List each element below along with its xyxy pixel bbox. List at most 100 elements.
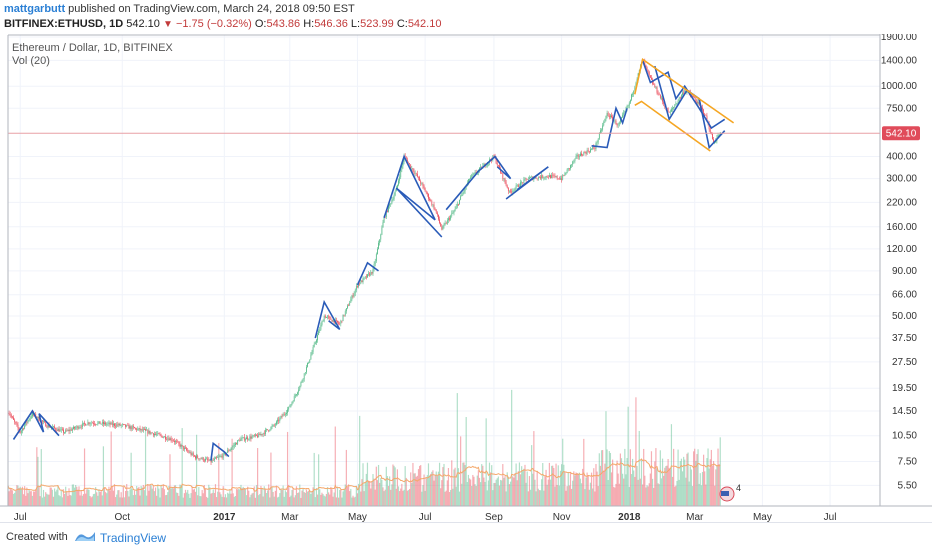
zigzag-line [356, 261, 379, 286]
candle [588, 151, 590, 153]
candle [200, 458, 202, 460]
volume-bar [131, 489, 133, 506]
candle [331, 319, 333, 322]
time-axis[interactable]: Jul Oct 2017 Mar May Jul Sep Nov 2018 Mar May Jul [14, 512, 837, 523]
candle [375, 254, 377, 261]
candle [237, 440, 239, 445]
candle [540, 177, 541, 179]
volume-bar [367, 480, 370, 506]
candle [541, 175, 543, 179]
candle [505, 182, 507, 186]
candle [647, 69, 649, 73]
volume-bar [139, 495, 141, 506]
volume-bar [330, 486, 332, 506]
candle [85, 423, 87, 426]
volume-bar [418, 465, 421, 506]
volume-bar [217, 491, 219, 506]
volume-bar [553, 468, 555, 506]
volume-bar [483, 477, 485, 506]
volume-bar [32, 491, 35, 506]
volume-bar [639, 478, 641, 506]
tradingview-logo-icon[interactable] [74, 529, 96, 543]
candle [158, 433, 160, 435]
volume-bar [437, 471, 440, 506]
volume-bar [595, 464, 597, 506]
volume-bar [205, 496, 208, 506]
candle [618, 122, 620, 125]
candle [252, 435, 254, 437]
events-marker[interactable]: 4 [719, 483, 741, 502]
candle [233, 445, 235, 446]
volume-bar [453, 469, 455, 506]
tradingview-brand[interactable]: TradingView [100, 531, 167, 545]
volume-bar [380, 477, 382, 506]
candle [110, 422, 112, 425]
candle [591, 148, 592, 150]
candle [587, 150, 589, 152]
volume-bar [320, 494, 322, 506]
volume-bar [71, 484, 73, 506]
candle [256, 434, 257, 436]
volume-bar [696, 454, 698, 506]
volume-bar [486, 490, 488, 506]
candle [441, 226, 443, 230]
candle [291, 402, 293, 405]
candle [343, 314, 345, 316]
candle [128, 425, 130, 429]
volume-bar [626, 457, 628, 506]
candle [164, 436, 165, 438]
chart-area[interactable]: 1900.00 1400.00 1000.00 750.00 400.00 300.00 2… [0, 32, 932, 523]
candle [67, 429, 69, 431]
volume-bar [658, 484, 660, 506]
candle [596, 142, 598, 143]
candle [461, 194, 463, 197]
candle [648, 72, 650, 76]
price-chart[interactable]: 1900.00 1400.00 1000.00 750.00 400.00 300.00 2… [0, 32, 932, 523]
candle [709, 129, 711, 134]
volume-bar [31, 495, 34, 506]
candle [564, 173, 566, 176]
last-price: 542.10 [126, 18, 160, 30]
price-badge-label: 542.10 [886, 129, 917, 140]
candle [339, 323, 341, 325]
volume-bar [250, 494, 252, 506]
candle [571, 164, 572, 166]
candle [103, 421, 104, 424]
volume-bar [440, 488, 442, 506]
volume-bar [225, 497, 228, 506]
volume-bar [141, 487, 143, 506]
volume-bar [336, 487, 339, 506]
candle [282, 414, 284, 417]
volume-bar [531, 445, 533, 506]
candle [635, 83, 637, 88]
volume-bar [539, 490, 542, 506]
candle [172, 440, 174, 442]
volume-bar [334, 426, 336, 506]
volume-bar [204, 488, 207, 506]
legend-volume: Vol (20) [12, 55, 50, 67]
volume-bar [198, 487, 200, 506]
price-axis[interactable]: 1900.00 1400.00 1000.00 750.00 400.00 300.00 2… [881, 32, 918, 491]
volume-bar [220, 494, 222, 506]
volume-bar [120, 492, 122, 506]
candle [242, 437, 244, 438]
volume-bar [460, 436, 462, 506]
volume-bar [291, 490, 293, 506]
candle [644, 61, 646, 65]
volume-bar [495, 479, 497, 506]
candle [656, 87, 658, 93]
volume-bar [224, 494, 227, 506]
candle [614, 120, 616, 122]
candle [586, 150, 588, 154]
candle [474, 172, 476, 174]
volume-bar [11, 490, 14, 506]
volume-bar [410, 472, 412, 506]
author-link[interactable]: mattgarbutt [4, 3, 66, 15]
volume-bar [212, 489, 214, 506]
candle [140, 429, 142, 431]
volume-bar [649, 473, 651, 506]
candle [69, 429, 71, 432]
candle [61, 429, 63, 431]
y-tick-label: 400.00 [886, 152, 917, 163]
candle [193, 455, 195, 457]
